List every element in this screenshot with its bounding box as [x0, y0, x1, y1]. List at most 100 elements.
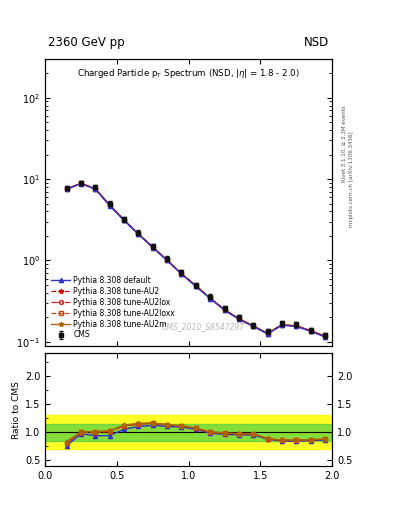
Pythia 8.308 tune-AU2 — [122, 217, 127, 223]
Pythia 8.308 tune-AU2 — [265, 330, 270, 336]
Pythia 8.308 tune-AU2 — [165, 257, 169, 263]
Pythia 8.308 tune-AU2 — [208, 295, 213, 301]
Pythia 8.308 tune-AU2lox — [323, 333, 327, 339]
Pythia 8.308 default — [122, 218, 127, 224]
Pythia 8.308 default — [64, 186, 69, 193]
Pythia 8.308 default — [237, 316, 241, 322]
Pythia 8.308 tune-AU2m — [308, 327, 313, 333]
Pythia 8.308 tune-AU2 — [93, 186, 98, 192]
Pythia 8.308 tune-AU2lox — [222, 307, 227, 313]
Text: NSD: NSD — [304, 36, 329, 49]
Pythia 8.308 tune-AU2m — [208, 295, 213, 301]
Pythia 8.308 tune-AU2 — [151, 244, 155, 250]
Line: Pythia 8.308 tune-AU2loxx: Pythia 8.308 tune-AU2loxx — [65, 182, 327, 338]
Text: mcplots.cern.ch [arXiv:1306.3436]: mcplots.cern.ch [arXiv:1306.3436] — [349, 132, 354, 227]
Pythia 8.308 tune-AU2lox — [107, 202, 112, 208]
Pythia 8.308 default — [151, 245, 155, 251]
Pythia 8.308 default — [265, 331, 270, 337]
Text: CMS_2010_S8547297: CMS_2010_S8547297 — [162, 322, 244, 331]
Pythia 8.308 tune-AU2 — [193, 283, 198, 289]
Pythia 8.308 tune-AU2m — [151, 244, 155, 250]
Pythia 8.308 tune-AU2lox — [79, 180, 83, 186]
Pythia 8.308 default — [323, 334, 327, 340]
Pythia 8.308 default — [107, 203, 112, 209]
Pythia 8.308 tune-AU2m — [179, 270, 184, 276]
Pythia 8.308 tune-AU2m — [136, 231, 141, 237]
Y-axis label: Ratio to CMS: Ratio to CMS — [12, 380, 21, 439]
Pythia 8.308 tune-AU2 — [222, 307, 227, 313]
Pythia 8.308 tune-AU2 — [79, 180, 83, 186]
Pythia 8.308 tune-AU2loxx — [279, 322, 284, 328]
Pythia 8.308 tune-AU2lox — [122, 217, 127, 223]
Pythia 8.308 tune-AU2loxx — [165, 257, 169, 263]
Pythia 8.308 tune-AU2loxx — [64, 186, 69, 192]
Pythia 8.308 default — [193, 283, 198, 289]
Pythia 8.308 tune-AU2loxx — [136, 231, 141, 237]
Pythia 8.308 tune-AU2lox — [294, 323, 299, 329]
Pythia 8.308 tune-AU2lox — [136, 231, 141, 238]
Pythia 8.308 tune-AU2 — [237, 316, 241, 322]
Pythia 8.308 tune-AU2lox — [64, 186, 69, 192]
Pythia 8.308 tune-AU2m — [165, 257, 169, 263]
Pythia 8.308 tune-AU2loxx — [308, 328, 313, 334]
Text: Rivet 3.1.10, ≥ 3.1M events: Rivet 3.1.10, ≥ 3.1M events — [342, 105, 346, 182]
Pythia 8.308 tune-AU2lox — [308, 328, 313, 334]
Pythia 8.308 tune-AU2m — [222, 306, 227, 312]
Pythia 8.308 default — [294, 323, 299, 329]
Pythia 8.308 default — [251, 323, 255, 329]
Line: Pythia 8.308 default: Pythia 8.308 default — [64, 182, 327, 339]
Pythia 8.308 tune-AU2 — [107, 202, 112, 208]
Pythia 8.308 default — [136, 231, 141, 238]
Pythia 8.308 tune-AU2loxx — [151, 244, 155, 250]
Pythia 8.308 tune-AU2loxx — [107, 202, 112, 208]
Pythia 8.308 tune-AU2loxx — [294, 323, 299, 329]
Pythia 8.308 tune-AU2m — [93, 186, 98, 192]
Pythia 8.308 tune-AU2m — [122, 217, 127, 223]
Pythia 8.308 tune-AU2m — [107, 202, 112, 208]
Pythia 8.308 default — [308, 328, 313, 334]
Pythia 8.308 tune-AU2lox — [165, 257, 169, 263]
Pythia 8.308 tune-AU2m — [79, 180, 83, 186]
Pythia 8.308 tune-AU2m — [64, 186, 69, 192]
Pythia 8.308 tune-AU2loxx — [251, 323, 255, 329]
Pythia 8.308 tune-AU2m — [193, 283, 198, 289]
Pythia 8.308 tune-AU2loxx — [122, 217, 127, 223]
Pythia 8.308 default — [79, 181, 83, 187]
Line: Pythia 8.308 tune-AU2m: Pythia 8.308 tune-AU2m — [64, 181, 327, 338]
Pythia 8.308 default — [93, 186, 98, 193]
Pythia 8.308 tune-AU2m — [279, 322, 284, 328]
Legend: Pythia 8.308 default, Pythia 8.308 tune-AU2, Pythia 8.308 tune-AU2lox, Pythia 8.: Pythia 8.308 default, Pythia 8.308 tune-… — [49, 273, 178, 342]
Pythia 8.308 tune-AU2 — [279, 322, 284, 328]
Pythia 8.308 tune-AU2m — [323, 333, 327, 339]
Line: Pythia 8.308 tune-AU2: Pythia 8.308 tune-AU2 — [64, 181, 327, 339]
Pythia 8.308 tune-AU2loxx — [323, 333, 327, 339]
Pythia 8.308 default — [165, 258, 169, 264]
Pythia 8.308 default — [222, 307, 227, 313]
Pythia 8.308 default — [179, 271, 184, 277]
Pythia 8.308 tune-AU2m — [294, 323, 299, 329]
Pythia 8.308 tune-AU2m — [265, 330, 270, 336]
Bar — [45, 424, 332, 440]
Pythia 8.308 tune-AU2loxx — [265, 330, 270, 336]
Pythia 8.308 tune-AU2lox — [237, 316, 241, 322]
Pythia 8.308 tune-AU2 — [251, 323, 255, 329]
Pythia 8.308 tune-AU2 — [64, 186, 69, 192]
Pythia 8.308 default — [279, 322, 284, 328]
Pythia 8.308 tune-AU2loxx — [79, 180, 83, 186]
Pythia 8.308 tune-AU2lox — [151, 244, 155, 250]
Pythia 8.308 tune-AU2m — [251, 323, 255, 329]
Pythia 8.308 tune-AU2 — [294, 323, 299, 329]
Pythia 8.308 tune-AU2loxx — [179, 271, 184, 277]
Bar — [45, 415, 332, 449]
Pythia 8.308 tune-AU2loxx — [193, 283, 198, 289]
Pythia 8.308 tune-AU2lox — [265, 331, 270, 337]
Pythia 8.308 tune-AU2lox — [251, 323, 255, 329]
Pythia 8.308 tune-AU2loxx — [93, 186, 98, 192]
Text: Charged Particle $\mathrm{p_T}$ Spectrum (NSD, $|\eta|$ = 1.8 - 2.0): Charged Particle $\mathrm{p_T}$ Spectrum… — [77, 68, 300, 80]
Pythia 8.308 tune-AU2 — [323, 333, 327, 339]
Pythia 8.308 tune-AU2lox — [279, 322, 284, 328]
Text: 2360 GeV pp: 2360 GeV pp — [48, 36, 125, 49]
Pythia 8.308 tune-AU2m — [237, 315, 241, 322]
Pythia 8.308 tune-AU2loxx — [208, 295, 213, 302]
Pythia 8.308 default — [208, 295, 213, 302]
